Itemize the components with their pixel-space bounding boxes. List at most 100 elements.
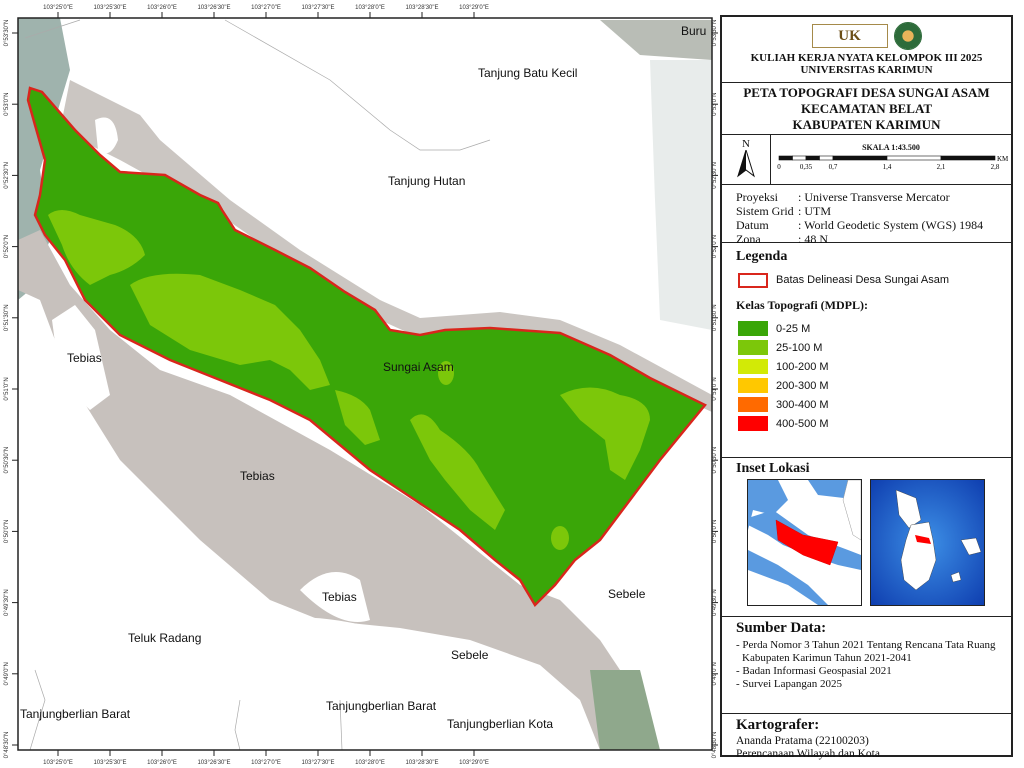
- scale-tick-label: 0: [777, 163, 781, 171]
- legend-class-item: 400-500 M: [722, 414, 1011, 433]
- scale-segment: [792, 155, 807, 161]
- map-title-line-1: PETA TOPOGRAFI DESA SUNGAI ASAM: [743, 85, 990, 100]
- university-logo: UK: [811, 24, 888, 48]
- sources-title: Sumber Data:: [736, 620, 827, 636]
- longitude-label: 103°26'30"E: [197, 760, 230, 766]
- info-row: Zona: 48 N: [736, 232, 983, 246]
- info-row: Proyeksi : Universe Transverse Mercator: [736, 190, 983, 204]
- map-frame: [17, 17, 713, 751]
- legend-section: Legenda Batas Delineasi Desa Sungai Asam…: [722, 249, 1011, 458]
- cartographer-title: Kartografer:: [736, 717, 820, 733]
- label-tanjungberlian-barat: Tanjungberlian Barat: [326, 699, 437, 713]
- info-key: Sistem Grid: [736, 204, 794, 218]
- class-swatch: [738, 397, 768, 412]
- label-tebias: Tebias: [240, 469, 275, 483]
- latitude-label: 0°53'30"N: [712, 20, 718, 47]
- class-swatch: [738, 359, 768, 374]
- admin-boundaries: [24, 19, 491, 751]
- scale-segment: [832, 155, 888, 161]
- topography-classes: 0-25 M 25-100 M 100-200 M 200-300 M 300-400 …: [722, 319, 1011, 433]
- latitude-label: 0°49'30"N: [712, 589, 718, 616]
- info-value: : Universe Transverse Mercator: [798, 190, 950, 204]
- legend-class-item: 300-400 M: [722, 395, 1011, 414]
- longitude-label: 103°26'30"E: [197, 5, 230, 11]
- cartographer-program: Perencanaan Wilayah dan Kota: [736, 748, 880, 760]
- latitude-label: 0°50'0"N: [712, 520, 718, 543]
- longitude-label: 103°29'0"E: [459, 5, 489, 11]
- scale-tick-label: 2,1: [937, 163, 946, 171]
- map-title-line-2: KECAMATAN BELAT: [800, 101, 933, 116]
- longitude-label: 103°27'30"E: [301, 5, 334, 11]
- latitude-label: 0°50'0"N: [4, 520, 10, 543]
- place-labels: Buru Tanjung Batu Kecil Tanjung Hutan Te…: [20, 24, 706, 731]
- longitude-label: 103°27'0"E: [251, 5, 281, 11]
- header-line-1: KULIAH KERJA NYATA KELOMPOK III 2025: [750, 52, 983, 64]
- latitude-label: 0°52'30"N: [4, 162, 10, 189]
- class-swatch: [738, 378, 768, 393]
- scale-unit: KM: [997, 155, 1009, 163]
- kkn-logo: [893, 22, 922, 50]
- scale-segment: [778, 155, 793, 161]
- source-item: - Survei Lapangan 2025: [736, 678, 842, 690]
- scale-tick-label: 0,35: [800, 163, 813, 171]
- scale-bar: SKALA 1:43.500 0 0,35 0,7 1,4 2,1 2,8 KM: [777, 143, 1009, 171]
- info-key: Datum: [736, 218, 769, 232]
- title-section: PETA TOPOGRAFI DESA SUNGAI ASAM KECAMATA…: [722, 83, 1011, 135]
- latitude-label: 0°51'0"N: [712, 377, 718, 400]
- scale-segment: [886, 155, 942, 161]
- longitude-label: 103°27'0"E: [251, 760, 281, 766]
- label-tebias: Tebias: [322, 590, 357, 604]
- latitude-label: 0°52'0"N: [712, 235, 718, 258]
- latitude-label: 0°52'30"N: [712, 162, 718, 189]
- scale-tick-label: 0,7: [829, 163, 838, 171]
- label-tanjung-hutan: Tanjung Hutan: [388, 174, 465, 188]
- north-scale-section: N SKALA 1:43.500 0 0,35 0,7 1,4 2,1 2,8 KM: [722, 135, 1011, 185]
- longitude-label: 103°28'0"E: [355, 5, 385, 11]
- info-value: : 48 N: [798, 232, 828, 246]
- label-tanjung-batu-kecil: Tanjung Batu Kecil: [478, 66, 577, 80]
- label-tebias: Tebias: [67, 351, 102, 365]
- header-line-2: UNIVERSITAS KARIMUN: [800, 64, 933, 76]
- info-value: : UTM: [798, 204, 831, 218]
- longitude-label: 103°25'0"E: [43, 5, 73, 11]
- latitude-label: 0°50'30"N: [4, 447, 10, 474]
- map-layout-panel: UK KULIAH KERJA NYATA KELOMPOK III 2025 …: [720, 15, 1013, 760]
- info-row: Sistem Grid : UTM: [736, 204, 983, 218]
- latitude-label: 0°52'0"N: [4, 235, 10, 258]
- inset-section: Inset Lokasi: [722, 461, 1011, 617]
- coordinate-ticks: 103°25'0"E 103°25'0"E 103°25'30"E 103°25'30…: [4, 5, 718, 766]
- latitude-label: 0°48'30"N: [4, 732, 10, 759]
- latitude-label: 0°48'30"N: [712, 732, 718, 759]
- latitude-label: 0°51'30"N: [712, 304, 718, 331]
- class-title: Kelas Topografi (MDPL):: [736, 298, 868, 312]
- sungai-asam-boundary[interactable]: [26, 86, 707, 608]
- legend-class-item: 25-100 M: [722, 338, 1011, 357]
- inset-title: Inset Lokasi: [736, 461, 810, 476]
- longitude-label: 103°28'0"E: [355, 760, 385, 766]
- class-25-100-areas: [48, 210, 650, 550]
- longitude-label: 103°25'30"E: [93, 5, 126, 11]
- info-key: Proyeksi: [736, 190, 778, 204]
- latitude-label: 0°53'0"N: [712, 93, 718, 116]
- longitude-label: 103°26'0"E: [147, 760, 177, 766]
- latitude-label: 0°53'30"N: [4, 20, 10, 47]
- longitude-label: 103°25'0"E: [43, 760, 73, 766]
- sources-section: Sumber Data: - Perda Nomor 3 Tahun 2021 …: [722, 620, 1011, 714]
- info-row: Datum : World Geodetic System (WGS) 1984: [736, 218, 983, 232]
- longitude-label: 103°28'30"E: [405, 5, 438, 11]
- scale-tick-label: 1,4: [883, 163, 892, 171]
- info-value: : World Geodetic System (WGS) 1984: [798, 218, 984, 232]
- latitude-label: 0°51'30"N: [4, 304, 10, 331]
- cartographer-section: Kartografer: Ananda Pratama (22100203) P…: [722, 717, 1011, 767]
- label-sebele: Sebele: [451, 648, 489, 662]
- legend-class-item: 100-200 M: [722, 357, 1011, 376]
- label-teluk-radang: Teluk Radang: [128, 631, 201, 645]
- legend-boundary: Batas Delineasi Desa Sungai Asam: [722, 269, 1011, 291]
- cartographer-name: Ananda Pratama (22100203): [736, 735, 869, 747]
- latitude-label: 0°50'30"N: [712, 447, 718, 474]
- source-item: Kabupaten Karimun Tahun 2021-2041: [742, 652, 912, 664]
- label-sungai-asam: Sungai Asam: [383, 360, 454, 374]
- longitude-label: 103°25'30"E: [93, 760, 126, 766]
- latitude-label: 0°49'0"N: [712, 662, 718, 685]
- latitude-label: 0°53'0"N: [4, 93, 10, 116]
